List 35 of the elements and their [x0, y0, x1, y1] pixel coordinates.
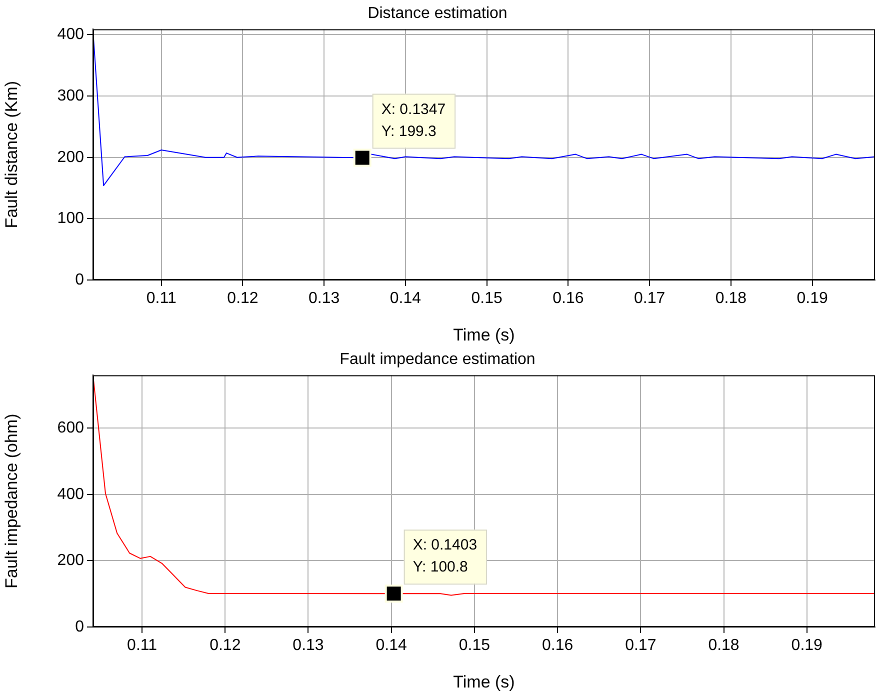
y-tick-label: 200 — [57, 148, 84, 166]
y-tick-label: 600 — [57, 420, 84, 437]
x-tick-label: 0.14 — [376, 637, 408, 654]
y-tick-label: 200 — [57, 552, 84, 570]
x-tick-label: 0.13 — [292, 637, 324, 654]
x-tick-label: 0.13 — [308, 290, 340, 308]
x-tick-label: 0.14 — [390, 290, 422, 308]
y-tick-label: 100 — [57, 210, 84, 228]
x-tick-label: 0.15 — [458, 637, 490, 654]
y-tick-label: 400 — [57, 26, 84, 44]
x-tick-label: 0.19 — [791, 637, 823, 654]
annotation: X: 0.1403 Y: 100.8 — [412, 536, 478, 576]
x-tick-label: 0.11 — [146, 290, 176, 308]
x-tick-label: 0.18 — [708, 637, 740, 654]
x-tick-label: 0.12 — [227, 290, 258, 308]
x-tick-label: 0.16 — [552, 290, 584, 308]
y-tick-label: 0 — [75, 271, 84, 288]
y-tick-label: 400 — [57, 486, 84, 503]
chart-title: Distance estimation — [368, 5, 508, 22]
x-tick-label: 0.17 — [634, 290, 666, 308]
x-tick-label: 0.17 — [625, 637, 656, 654]
y-tick-label: 0 — [75, 618, 84, 636]
x-tick-label: 0.15 — [471, 290, 503, 308]
y-tick-label: 300 — [57, 87, 84, 104]
x-tick-label: 0.12 — [210, 637, 241, 654]
x-axis-title: Time (s) — [453, 672, 515, 692]
x-tick-label: 0.11 — [127, 637, 158, 654]
x-tick-label: 0.19 — [796, 290, 828, 308]
x-tick-label: 0.16 — [542, 637, 574, 654]
chart-title: Fault impedance estimation — [340, 351, 536, 368]
annotation: X: 0.1347 Y: 199.3 — [381, 100, 446, 140]
y-axis-title: Fault impedance (ohm) — [2, 414, 21, 589]
y-axis-title: Fault distance (Km) — [2, 80, 21, 228]
x-tick-label: 0.18 — [715, 290, 747, 308]
x-axis-title: Time (s) — [453, 325, 515, 344]
